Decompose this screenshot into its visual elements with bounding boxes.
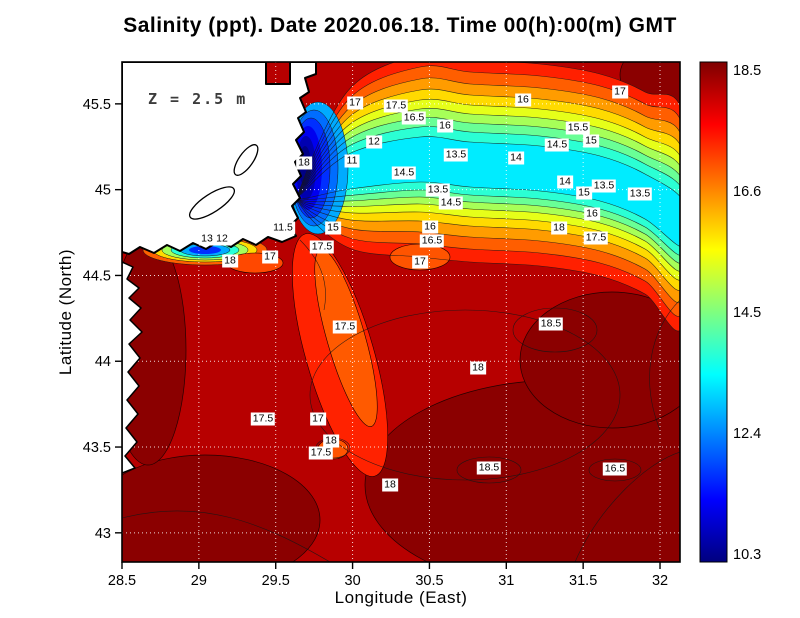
colorbar-gradient [699,61,728,563]
limans [189,144,259,220]
y-tick-label: 45 [95,183,111,199]
y-tick-label: 43 [95,526,111,542]
x-tick-label: 31.5 [569,573,597,589]
x-axis-title: Longitude (East) [334,588,468,607]
x-tick-label: 31 [498,573,514,589]
x-tick-label: 30 [345,573,361,589]
land [122,62,317,255]
x-tick-label: 28.5 [108,573,136,589]
salinity-patch [226,252,284,274]
colorbar [699,61,728,563]
salinity-patch [122,454,321,562]
plot-border [121,61,681,563]
x-tick-label: 29.5 [262,573,290,589]
y-axis-title: Latitude (North) [56,248,75,376]
x-tick-label: 29 [191,573,207,589]
colorbar-tick-label: 10.3 [733,547,761,563]
plume-band [297,136,680,247]
depth-annotation: Z = 2.5 m [148,90,248,108]
axis-ticks: 28.5 29 29.5 30 30.5 31 31.5 32 43 43.5 44 44.5 45 45… [83,97,668,589]
y-tick-label: 45.5 [83,97,111,113]
liman-outline [189,186,235,220]
mid-salinity-streaks [226,233,451,477]
x-tick-label: 30.5 [415,573,443,589]
coast-strip [122,261,143,474]
figure-title: Salinity (ppt). Date 2020.06.18. Time 00… [123,14,677,37]
y-tick-label: 44.5 [83,268,111,284]
colorbar-tick-label: 16.6 [733,184,761,200]
liman-outline [233,144,259,176]
colorbar-tick-label: 12.4 [733,426,761,442]
x-tick-label: 32 [652,573,668,589]
y-tick-label: 43.5 [83,440,111,456]
y-tick-label: 44 [95,354,111,370]
colorbar-labels: 18.5 16.6 14.5 12.4 10.3 [733,63,761,563]
colorbar-tick-label: 18.5 [733,63,761,79]
salinity-patch [189,246,221,254]
map-field [122,62,680,562]
colorbar-tick-label: 14.5 [733,305,761,321]
